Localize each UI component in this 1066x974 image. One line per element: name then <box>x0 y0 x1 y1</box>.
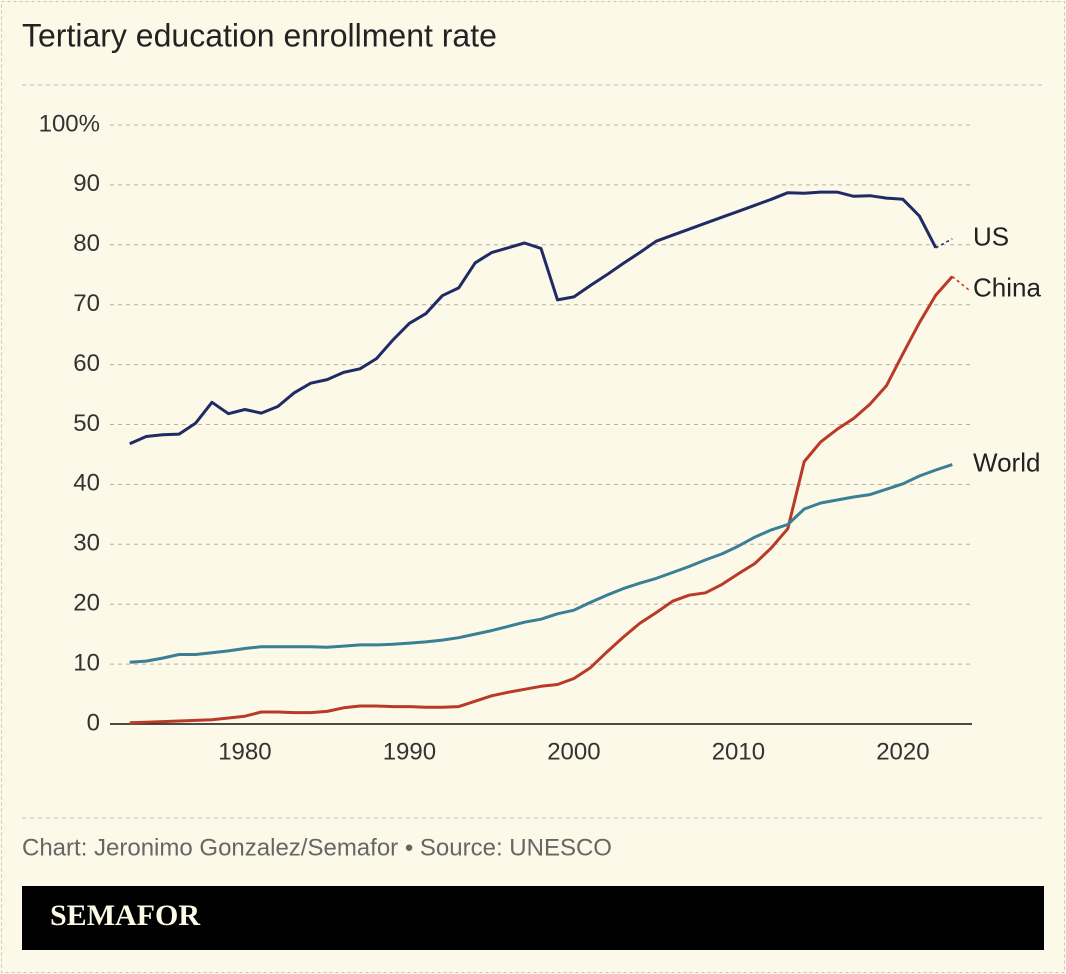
series-label: World <box>973 448 1040 478</box>
series-line <box>129 190 938 446</box>
y-tick-label: 0 <box>87 709 100 736</box>
source-note: Chart: Jeronimo Gonzalez/Semafor • Sourc… <box>22 834 612 861</box>
brand: SEMAFOR <box>50 899 200 932</box>
x-tick-label: 2020 <box>876 738 929 765</box>
chart-title: Tertiary education enrollment rate <box>22 17 497 53</box>
y-tick-label: 40 <box>73 470 100 497</box>
x-tick-label: 2010 <box>712 738 765 765</box>
y-tick-label: 30 <box>73 530 100 557</box>
y-tick-label: 10 <box>73 649 100 676</box>
y-tick-label: 60 <box>73 350 100 377</box>
series-line <box>129 275 954 725</box>
x-tick-label: 1990 <box>383 738 436 765</box>
y-tick-label: 70 <box>73 290 100 317</box>
brand-bar <box>22 886 1044 950</box>
y-tick-label: 100% <box>39 110 100 137</box>
series-line <box>129 463 953 664</box>
x-tick-label: 2000 <box>547 738 600 765</box>
y-tick-label: 20 <box>73 590 100 617</box>
y-tick-label: 80 <box>73 230 100 257</box>
y-tick-label: 90 <box>73 170 100 197</box>
series-label: China <box>973 273 1041 303</box>
x-tick-label: 1980 <box>218 738 271 765</box>
y-tick-label: 50 <box>73 410 100 437</box>
series-label: US <box>973 222 1009 252</box>
